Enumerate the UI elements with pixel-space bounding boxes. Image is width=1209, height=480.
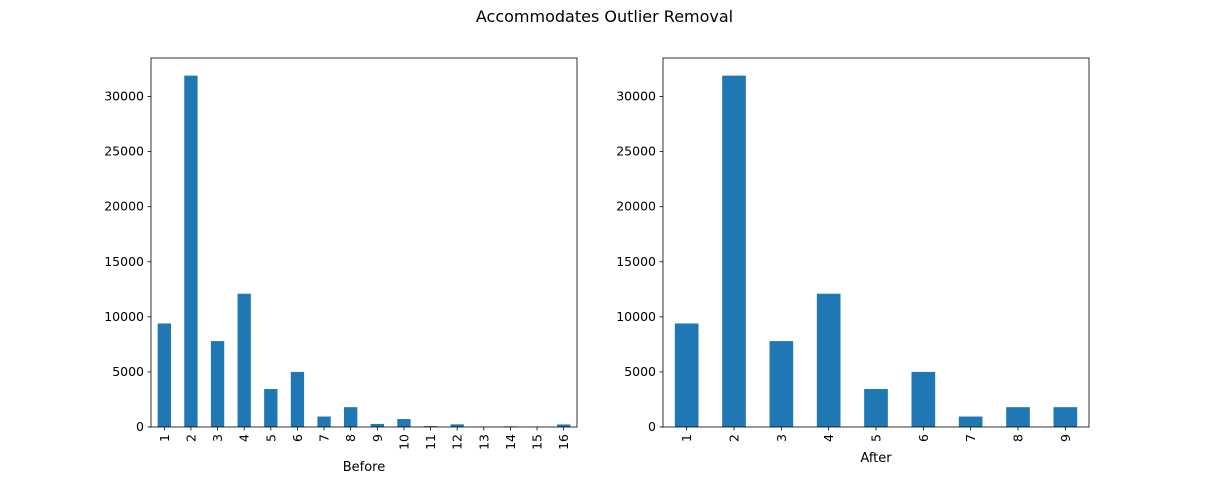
- before-ytick-label: 20000: [104, 199, 144, 214]
- before-bar-2: [184, 75, 198, 428]
- after-bar-4: [816, 293, 841, 427]
- before-ytick-label: 15000: [104, 254, 144, 269]
- before-xtick-label: 6: [290, 434, 305, 442]
- before-axes-frame: [150, 57, 578, 428]
- after-xtick-label: 3: [774, 434, 789, 442]
- before-xtick-label: 14: [503, 434, 518, 450]
- after-bar-8: [1006, 407, 1030, 427]
- after-bar-9: [1053, 407, 1078, 427]
- after-bar-1: [674, 323, 699, 427]
- after-xtick-label: 9: [1058, 434, 1073, 442]
- before-xtick-label: 3: [210, 434, 225, 442]
- before-bar-8: [344, 407, 358, 427]
- after-ytick-label: 5000: [624, 364, 656, 379]
- before-xtick-label: 10: [396, 434, 411, 450]
- before-xtick-label: 16: [556, 434, 571, 450]
- before-bar-12: [450, 424, 464, 427]
- before-xtick-label: 9: [370, 434, 385, 442]
- before-ytick-label: 25000: [104, 144, 144, 159]
- before-xtick-label: 2: [183, 434, 198, 442]
- after-bar-7: [958, 416, 983, 427]
- after-xtick-label: 1: [679, 434, 694, 442]
- before-ytick-label: 0: [136, 419, 144, 434]
- before-bar-6: [290, 371, 305, 427]
- after-xtick-label: 6: [916, 434, 931, 442]
- after-xtick-label: 2: [727, 434, 742, 442]
- before-ytick-label: 30000: [104, 89, 144, 104]
- after-bar-6: [911, 371, 936, 427]
- before-bar-16: [557, 424, 571, 427]
- before-xtick-label: 1: [157, 434, 172, 442]
- before-bar-7: [317, 416, 331, 427]
- before-xtick-label: 13: [476, 434, 491, 450]
- after-ytick-label: 10000: [616, 309, 656, 324]
- before-xtick-label: 8: [343, 434, 358, 442]
- before-xtick-label: 12: [450, 434, 465, 450]
- after-ytick-label: 30000: [616, 89, 656, 104]
- after-ytick-label: 25000: [616, 144, 656, 159]
- before-bar-1: [157, 323, 171, 427]
- before-xaxis-label: Before: [343, 460, 386, 475]
- before-xtick-label: 15: [530, 434, 545, 450]
- after-xtick-label: 7: [963, 434, 978, 442]
- after-xaxis-label: After: [860, 451, 892, 466]
- after-ytick-label: 20000: [616, 199, 656, 214]
- after-bar-5: [864, 389, 888, 427]
- before-bar-3: [210, 341, 225, 427]
- before-bar-4: [237, 293, 251, 427]
- after-xtick-label: 5: [869, 434, 884, 442]
- before-xtick-label: 7: [317, 434, 332, 442]
- before-ytick-label: 10000: [104, 309, 144, 324]
- before-bar-10: [397, 419, 411, 427]
- after-bar-3: [769, 341, 794, 427]
- before-bar-9: [370, 423, 384, 427]
- after-ytick-label: 0: [648, 419, 656, 434]
- before-ytick-label: 5000: [112, 364, 144, 379]
- after-xtick-label: 8: [1011, 434, 1026, 442]
- before-xtick-label: 4: [237, 434, 252, 442]
- before-xtick-label: 11: [423, 434, 438, 450]
- before-bar-11: [423, 426, 438, 427]
- before-xtick-label: 5: [263, 434, 278, 442]
- after-xtick-label: 4: [821, 434, 836, 442]
- before-bar-5: [264, 389, 278, 427]
- figure-title: Accommodates Outlier Removal: [475, 7, 734, 26]
- after-bar-2: [722, 75, 746, 428]
- after-ytick-label: 15000: [616, 254, 656, 269]
